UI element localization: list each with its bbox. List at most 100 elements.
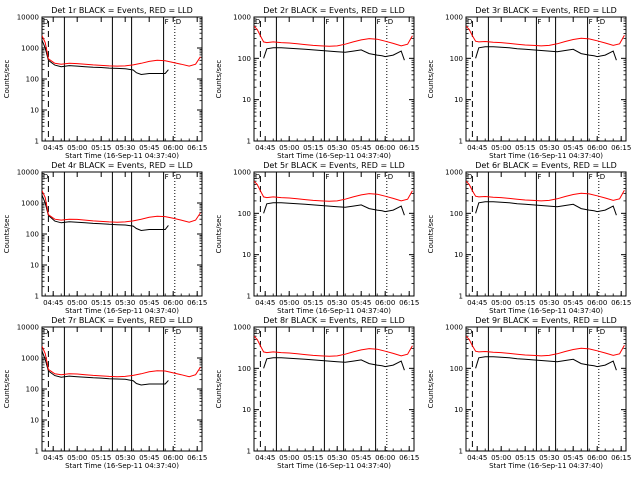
corner-mark: D (255, 328, 260, 336)
panel-title: Det 4r BLACK = Events, RED = LLD (51, 161, 193, 170)
x-tick-label: 06:15 (187, 299, 207, 307)
corner-mark: F (589, 328, 593, 336)
y-tick-label: 1 (459, 138, 463, 146)
corner-mark: D (388, 173, 393, 181)
corner-mark: D (176, 173, 181, 181)
x-tick-label: 06:15 (399, 299, 419, 307)
detector-panel-6: Det 6r BLACK = Events, RED = LLD 1 10 100 10… (427, 161, 631, 315)
x-tick-label: 04:45 (467, 299, 487, 307)
corner-mark: F (377, 328, 381, 336)
x-tick-label: 05:15 (515, 144, 535, 152)
y-tick-label: 1000 (21, 200, 39, 208)
x-axis-label: Start Time (16-Sep-11 04:37:40) (489, 307, 603, 315)
y-tick-label: 1 (35, 138, 39, 146)
y-tick-label: 10 (242, 251, 251, 259)
corner-mark: D (388, 328, 393, 336)
corner-mark: F (377, 18, 381, 26)
x-tick-label: 06:00 (375, 144, 395, 152)
y-tick-label: 100 (450, 210, 463, 218)
panel-title: Det 9r BLACK = Events, RED = LLD (475, 316, 617, 325)
events-series-line (475, 46, 617, 61)
panel-title: Det 2r BLACK = Events, RED = LLD (263, 6, 405, 15)
y-axis-label: Counts/sec (3, 60, 11, 99)
lld-series-line (466, 25, 625, 47)
corner-mark: F (537, 18, 541, 26)
corner-mark: F (325, 328, 329, 336)
detector-panel-7: Det 7r BLACK = Events, RED = LLD 1 10 100 10… (3, 316, 207, 470)
x-tick-label: 05:15 (303, 299, 323, 307)
y-tick-label: 1 (459, 448, 463, 456)
y-tick-label: 1000 (21, 45, 39, 53)
corner-mark: D (176, 18, 181, 26)
y-tick-label: 1000 (233, 14, 251, 22)
x-tick-label: 05:30 (115, 299, 135, 307)
x-tick-label: 06:15 (611, 454, 631, 462)
corner-mark: D (388, 18, 393, 26)
x-tick-label: 05:30 (115, 144, 135, 152)
y-tick-label: 10 (30, 107, 39, 115)
x-tick-label: 06:00 (375, 299, 395, 307)
lld-series-line (42, 345, 201, 378)
corner-mark: D (600, 18, 605, 26)
y-tick-label: 100 (450, 365, 463, 373)
y-tick-label: 10000 (17, 169, 39, 177)
y-axis-label: Counts/sec (427, 370, 435, 409)
corner-mark: D (255, 18, 260, 26)
detector-panel-8: Det 8r BLACK = Events, RED = LLD 1 10 100 10… (215, 316, 419, 470)
plot-frame (465, 326, 627, 452)
y-tick-label: 1 (35, 293, 39, 301)
x-tick-label: 05:45 (563, 454, 583, 462)
plot-frame (465, 16, 627, 142)
y-axis-label: Counts/sec (427, 60, 435, 99)
y-tick-label: 10 (454, 406, 463, 414)
x-tick-label: 04:45 (255, 144, 275, 152)
x-tick-label: 05:15 (91, 454, 111, 462)
x-tick-label: 06:15 (187, 454, 207, 462)
x-tick-label: 06:15 (399, 454, 419, 462)
detector-panel-4: Det 4r BLACK = Events, RED = LLD 1 10 100 10… (3, 161, 207, 315)
x-tick-label: 05:00 (279, 299, 299, 307)
y-tick-label: 1 (247, 293, 251, 301)
y-axis-label: Counts/sec (215, 60, 223, 99)
x-tick-label: 04:45 (43, 144, 63, 152)
x-tick-label: 05:00 (279, 454, 299, 462)
x-tick-label: 05:30 (327, 144, 347, 152)
x-tick-label: 05:00 (491, 299, 511, 307)
x-axis-label: Start Time (16-Sep-11 04:37:40) (65, 307, 179, 315)
x-tick-label: 05:00 (279, 144, 299, 152)
x-tick-label: 05:15 (91, 144, 111, 152)
x-axis-label: Start Time (16-Sep-11 04:37:40) (65, 462, 179, 470)
x-tick-label: 05:45 (139, 144, 159, 152)
x-tick-label: 06:15 (399, 144, 419, 152)
corner-mark: F (377, 173, 381, 181)
y-tick-label: 10 (242, 96, 251, 104)
x-tick-label: 05:45 (139, 454, 159, 462)
plot-frame (253, 171, 415, 297)
y-tick-label: 100 (238, 210, 251, 218)
corner-mark: D (43, 173, 48, 181)
corner-mark: F (165, 328, 169, 336)
x-tick-label: 05:45 (351, 144, 371, 152)
y-tick-label: 100 (26, 386, 39, 394)
events-series-line (263, 357, 405, 371)
x-tick-label: 05:30 (327, 454, 347, 462)
x-tick-label: 05:00 (491, 144, 511, 152)
x-tick-label: 06:00 (163, 299, 183, 307)
x-tick-label: 06:00 (375, 454, 395, 462)
y-tick-label: 100 (238, 365, 251, 373)
corner-mark: F (537, 173, 541, 181)
detector-panel-9: Det 9r BLACK = Events, RED = LLD 1 10 100 10… (427, 316, 631, 470)
x-tick-label: 06:00 (587, 144, 607, 152)
y-tick-label: 100 (238, 55, 251, 63)
panel-title: Det 5r BLACK = Events, RED = LLD (263, 161, 405, 170)
x-tick-label: 05:00 (67, 299, 87, 307)
x-tick-label: 04:45 (255, 454, 275, 462)
corner-mark: D (467, 18, 472, 26)
y-axis-label: Counts/sec (215, 370, 223, 409)
y-tick-label: 10000 (17, 324, 39, 332)
events-series-line (475, 201, 617, 216)
x-tick-label: 05:15 (303, 144, 323, 152)
detector-panel-2: Det 2r BLACK = Events, RED = LLD 1 10 100 10… (215, 6, 419, 160)
y-tick-label: 1 (247, 138, 251, 146)
x-tick-label: 05:45 (139, 299, 159, 307)
